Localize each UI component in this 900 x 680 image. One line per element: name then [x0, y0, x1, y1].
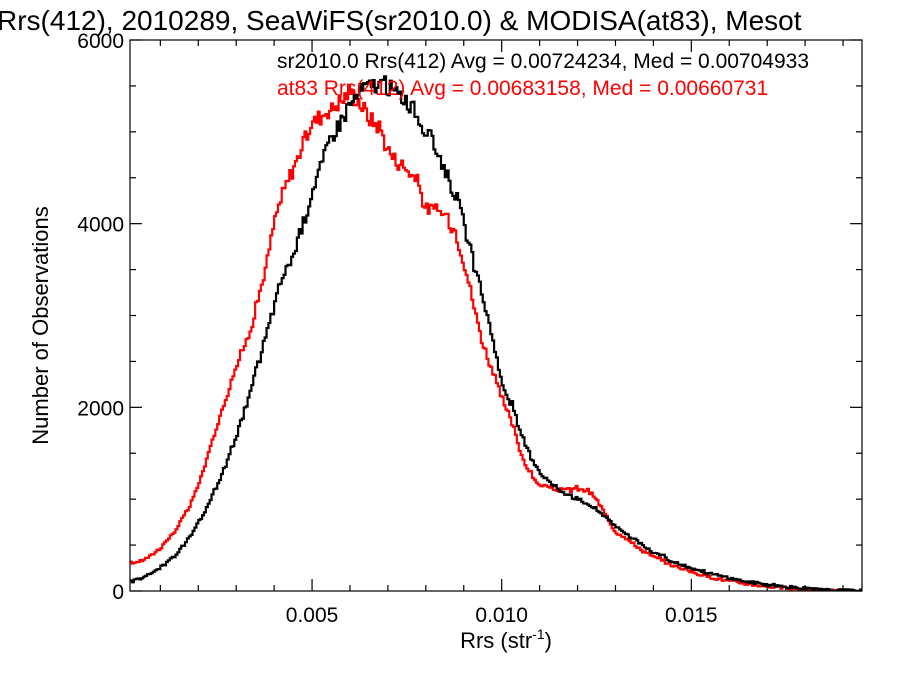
tick-layer: 0 2000 4000 6000 0.005 0.010 0.015 — [77, 30, 862, 627]
y-tick-label: 2000 — [77, 397, 124, 420]
y-axis-label: Number of Observations — [28, 206, 53, 444]
x-tick-label: 0.005 — [286, 604, 339, 627]
series-line-at83 — [130, 83, 862, 591]
plot-frame — [129, 39, 863, 592]
y-tick-label: 0 — [112, 581, 124, 604]
x-axis-label-superscript: -1 — [532, 626, 545, 642]
annotation-layer: sr2010.0 Rrs(412) Avg = 0.00724234, Med … — [277, 50, 809, 100]
x-tick-label: 0.010 — [475, 604, 528, 627]
annotation-sr2010.0: sr2010.0 Rrs(412) Avg = 0.00724234, Med … — [277, 50, 809, 73]
annotation-at83: at83 Rrs(412) Avg = 0.00683158, Med = 0.… — [277, 77, 768, 100]
x-axis-label-main: Rrs (str — [460, 628, 532, 653]
series-line-sr2010.0 — [130, 75, 862, 591]
series-layer — [130, 75, 862, 591]
chart-title: Rrs(412), 2010289, SeaWiFS(sr2010.0) & M… — [0, 5, 802, 36]
x-axis-label-close: ) — [545, 628, 552, 653]
y-tick-label: 6000 — [77, 30, 124, 53]
x-axis-label: Rrs (str-1) — [460, 626, 552, 653]
y-tick-label: 4000 — [77, 214, 124, 237]
x-tick-label: 0.015 — [665, 604, 718, 627]
